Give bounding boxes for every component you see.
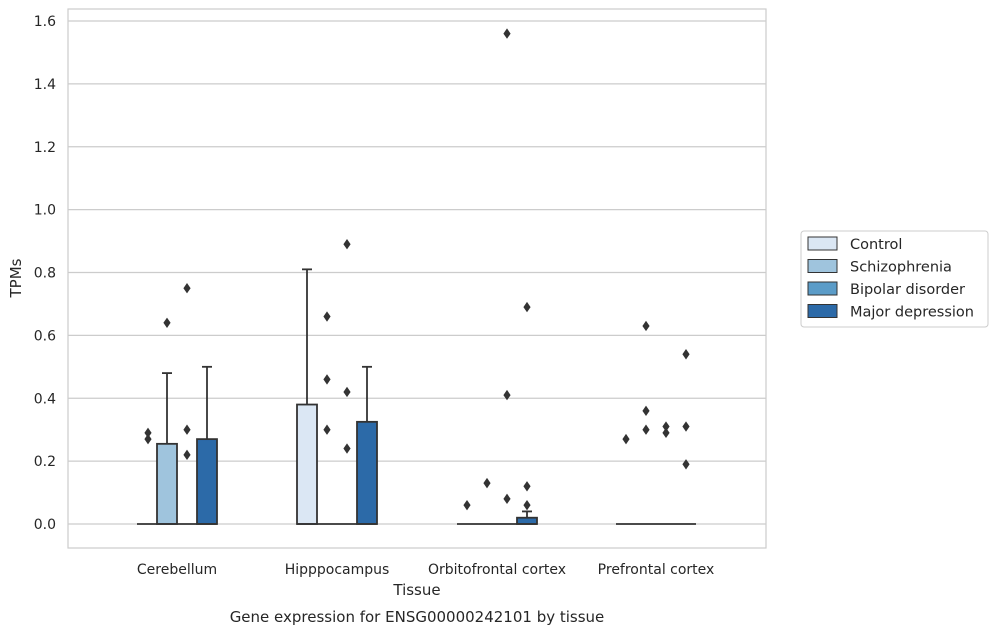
- outlier-point: [144, 433, 152, 445]
- legend-swatch: [807, 304, 838, 318]
- outlier-point: [503, 493, 511, 505]
- y-tick-label: 0.6: [34, 328, 56, 344]
- legend-label: Control: [850, 237, 902, 253]
- outlier-point: [662, 427, 670, 439]
- outlier-point: [343, 239, 351, 250]
- outlier-point: [183, 449, 191, 461]
- box-group: [676, 349, 696, 525]
- legend-label: Major depression: [850, 305, 974, 321]
- y-tick-label: 1.6: [34, 14, 56, 30]
- outlier-point: [523, 301, 531, 313]
- box-rect: [296, 403, 318, 525]
- box-group: [636, 320, 656, 525]
- outlier-point: [503, 389, 511, 401]
- outlier-point: [523, 499, 531, 511]
- box-plots: [137, 28, 696, 525]
- x-tick-label: Cerebellum: [137, 562, 217, 578]
- y-tick-label: 0.4: [34, 391, 56, 407]
- box-group: [337, 239, 357, 525]
- y-tick-label: 0.2: [34, 454, 56, 470]
- box-group: [317, 311, 337, 525]
- outlier-point: [183, 424, 191, 435]
- x-tick-label: Hipppocampus: [285, 562, 390, 578]
- box-group: [616, 433, 636, 525]
- outlier-point: [163, 317, 171, 328]
- outlier-point: [682, 349, 690, 360]
- outlier-point: [642, 424, 650, 435]
- legend-label: Bipolar disorder: [850, 282, 965, 298]
- outlier-point: [323, 424, 331, 435]
- box-group: [156, 317, 178, 525]
- outlier-point: [483, 477, 491, 489]
- box-group: [497, 28, 517, 525]
- box-group: [477, 477, 497, 525]
- outlier-point: [343, 386, 351, 398]
- outlier-point: [503, 28, 511, 39]
- outlier-point: [463, 499, 471, 511]
- box-group: [356, 365, 378, 525]
- outlier-point: [642, 320, 650, 332]
- outlier-point: [682, 421, 690, 432]
- y-tick-labels: 0.0 0.2 0.4 0.6 0.8 1.0 1.2 1.4 1.6: [34, 14, 56, 533]
- box-rect: [516, 516, 538, 525]
- legend-label: Schizophrenia: [850, 260, 952, 276]
- y-axis-label: TPMs: [7, 258, 25, 298]
- outlier-point: [622, 433, 630, 445]
- y-tick-label: 1.0: [34, 203, 56, 219]
- legend-frame: [800, 230, 989, 328]
- y-tick-label: 0.8: [34, 266, 56, 282]
- box-group: [516, 301, 538, 525]
- outlier-point: [144, 427, 152, 439]
- x-tick-label: Prefrontal cortex: [598, 562, 715, 578]
- box-group: [457, 499, 477, 525]
- box-group: [656, 421, 676, 525]
- legend-swatch: [807, 236, 838, 251]
- outlier-point: [662, 421, 670, 432]
- legend-swatch: [807, 281, 838, 296]
- x-axis-label: Tissue: [392, 581, 440, 599]
- box-group: [296, 268, 318, 525]
- outlier-point: [183, 283, 191, 294]
- box-rect: [196, 438, 218, 525]
- y-tick-label: 1.4: [34, 77, 56, 93]
- legend: Control Schizophrenia Bipolar disorder Majo…: [800, 230, 989, 328]
- legend-swatch: [807, 259, 838, 273]
- outlier-point: [523, 481, 531, 492]
- outlier-point: [682, 459, 690, 470]
- outlier-point: [323, 374, 331, 385]
- plot-frame: [67, 8, 767, 549]
- box-group: [196, 365, 218, 525]
- box-group: [177, 283, 197, 525]
- x-tick-labels: Cerebellum Hipppocampus Orbitofrontal cort…: [137, 562, 714, 578]
- box-rect: [356, 420, 378, 525]
- outlier-point: [323, 311, 331, 322]
- outlier-point: [343, 443, 351, 454]
- chart-caption: Gene expression for ENSG00000242101 by t…: [230, 608, 605, 626]
- outlier-point: [642, 405, 650, 417]
- y-tick-label: 1.2: [34, 140, 56, 156]
- box-rect: [156, 442, 178, 525]
- y-tick-label: 0.0: [34, 517, 56, 533]
- x-tick-label: Orbitofrontal cortex: [428, 562, 566, 578]
